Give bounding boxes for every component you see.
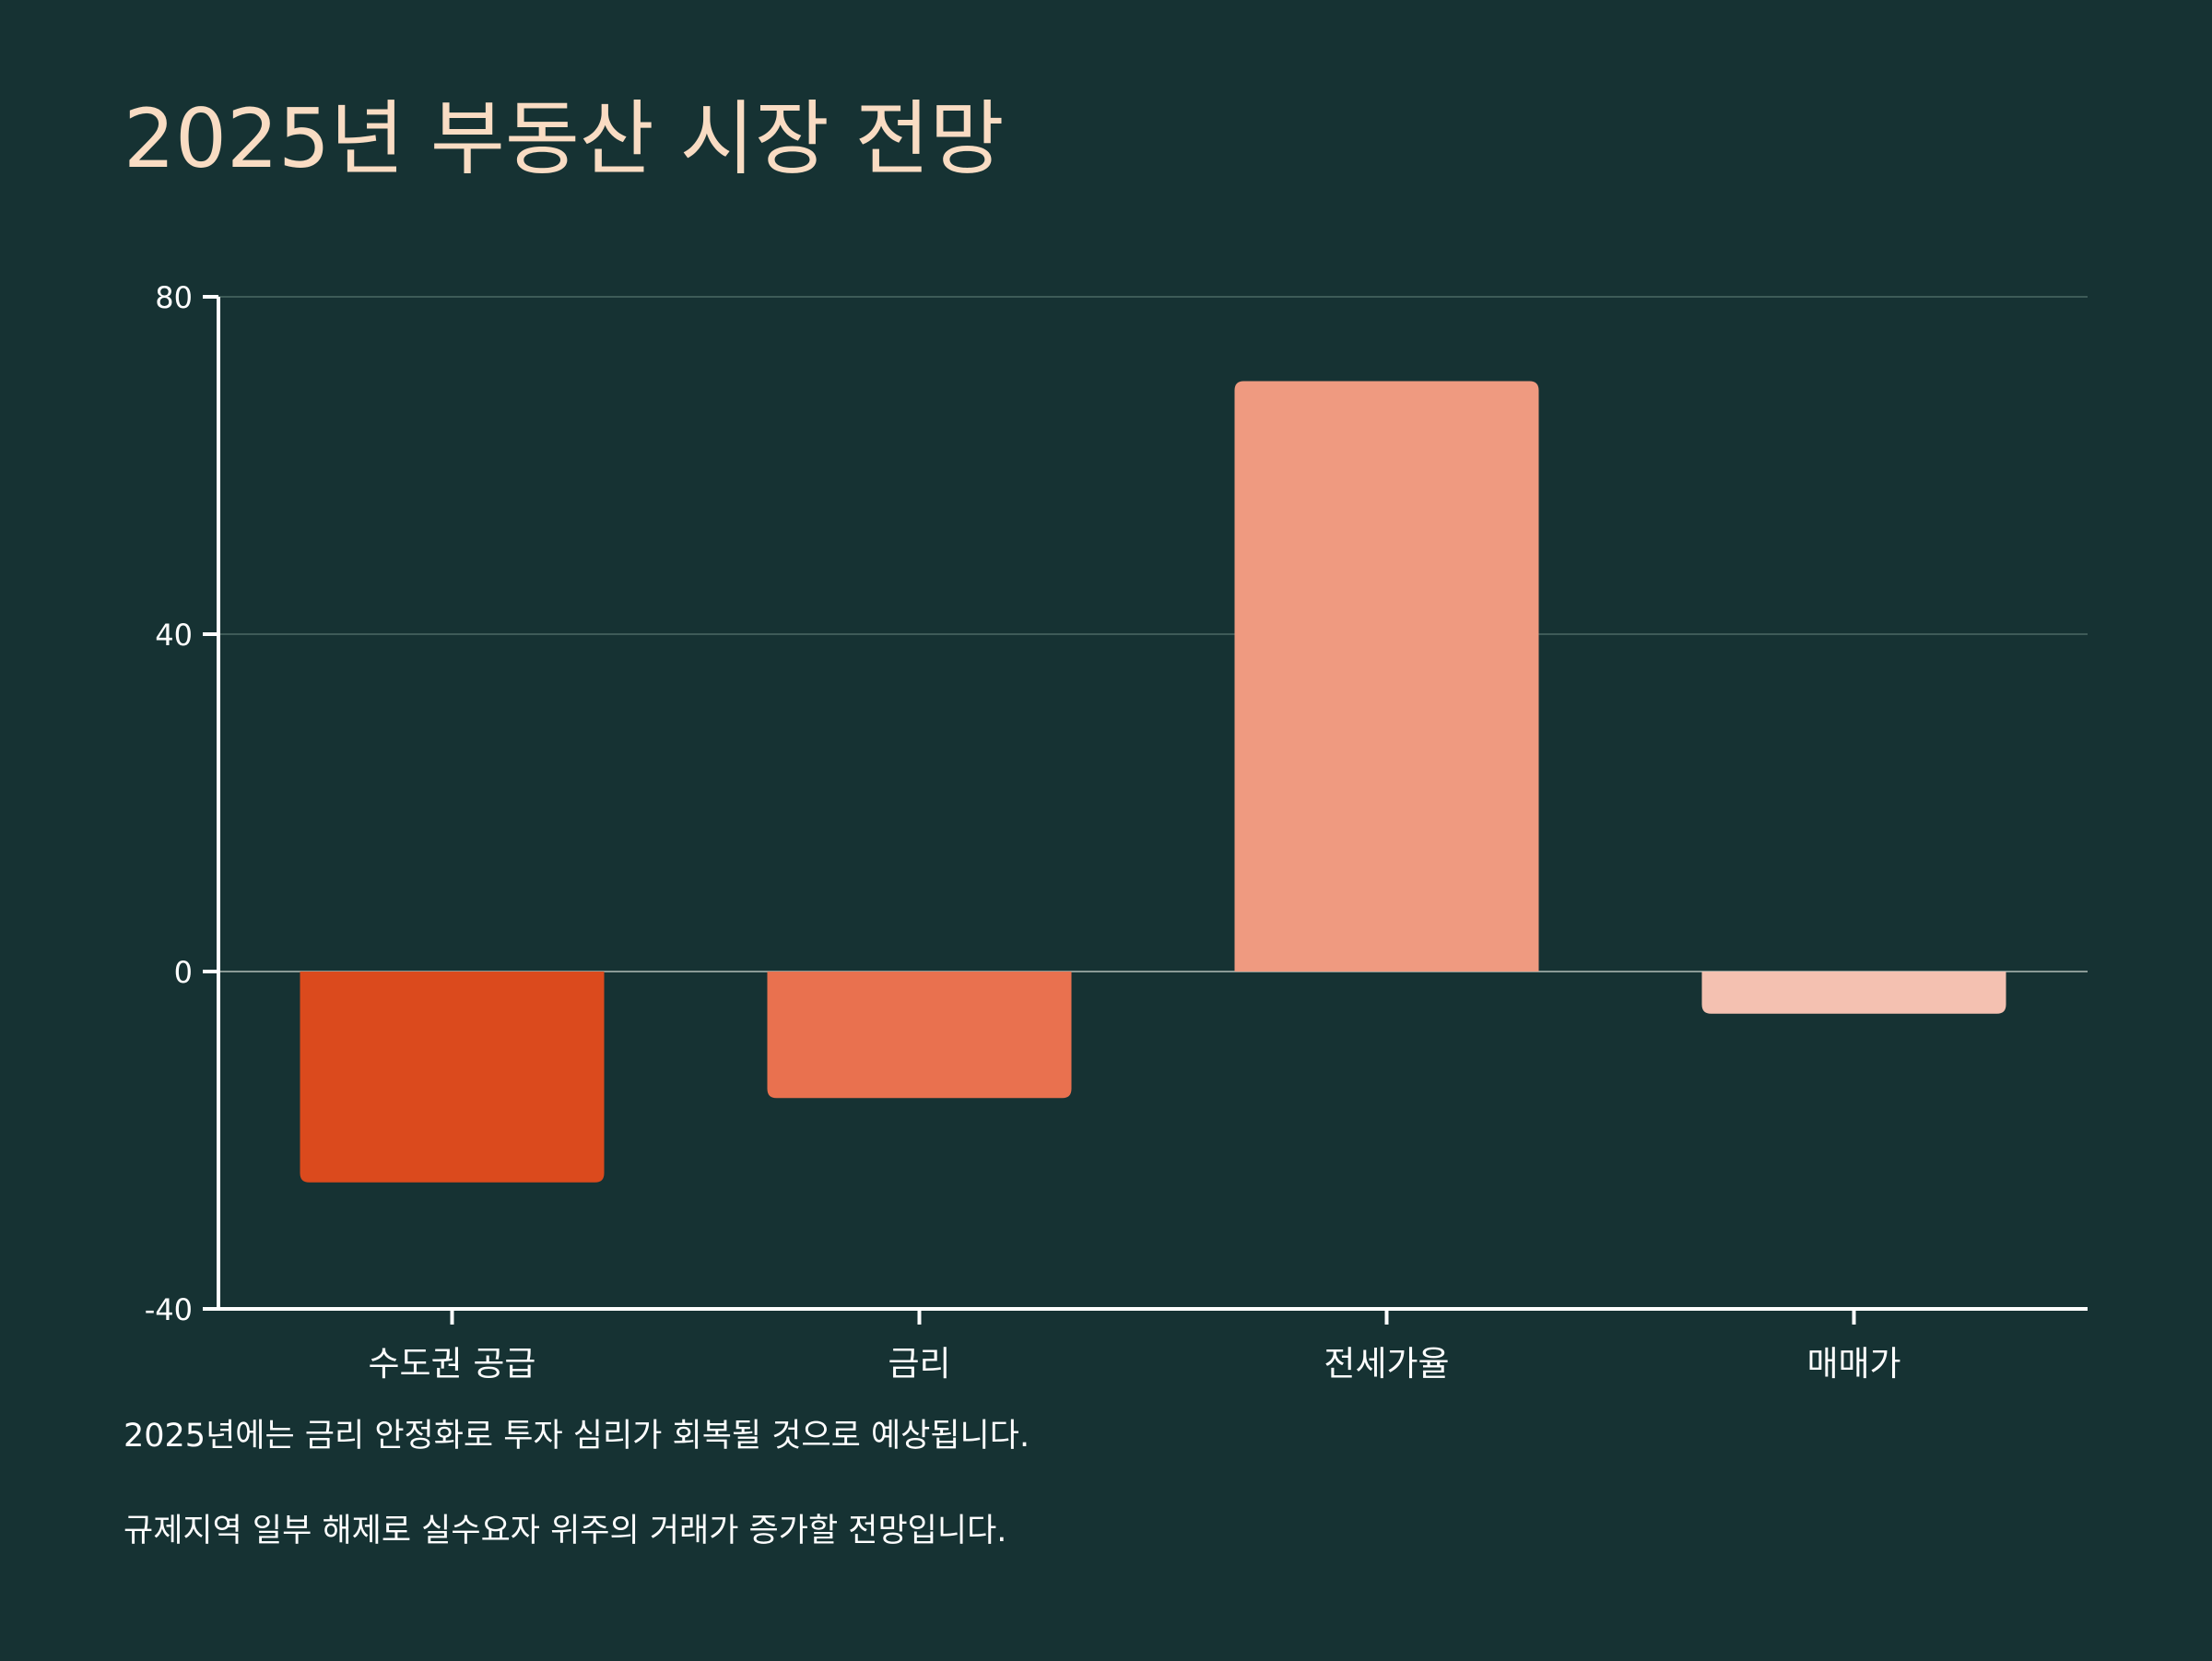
bar-3 bbox=[1234, 381, 1539, 972]
x-tick-label: 금리 bbox=[888, 1344, 950, 1384]
axes bbox=[203, 295, 2088, 1325]
note-2: 규제지역 일부 해제로 실수요자 위주의 거래가 증가할 전망입니다. bbox=[124, 1513, 1007, 1549]
bars bbox=[300, 381, 2006, 1183]
x-tick-label: 전세가율 bbox=[1324, 1344, 1449, 1384]
bar-2 bbox=[767, 972, 1072, 1099]
y-tick-label: 40 bbox=[155, 618, 193, 653]
y-tick-label: 0 bbox=[174, 955, 193, 990]
page-title: 2025년 부동산 시장 전망 bbox=[124, 91, 1005, 186]
note-1: 2025년에는 금리 안정화로 투자 심리가 회복될 것으로 예상됩니다. bbox=[124, 1418, 1030, 1455]
y-tick-label: -40 bbox=[145, 1292, 193, 1327]
bar-1 bbox=[300, 972, 605, 1183]
tick-labels: -40 0 40 80 수도권 공급 금리 전세가율 매매가 bbox=[145, 280, 1901, 1384]
gridlines bbox=[218, 296, 2088, 972]
y-tick-label: 80 bbox=[155, 280, 193, 315]
x-tick-label: 수도권 공급 bbox=[369, 1344, 536, 1384]
notes: 2025년에는 금리 안정화로 투자 심리가 회복될 것으로 예상됩니다. 규제… bbox=[124, 1410, 1030, 1600]
bar-4 bbox=[1701, 972, 2006, 1014]
x-tick-label: 매매가 bbox=[1806, 1344, 1900, 1384]
